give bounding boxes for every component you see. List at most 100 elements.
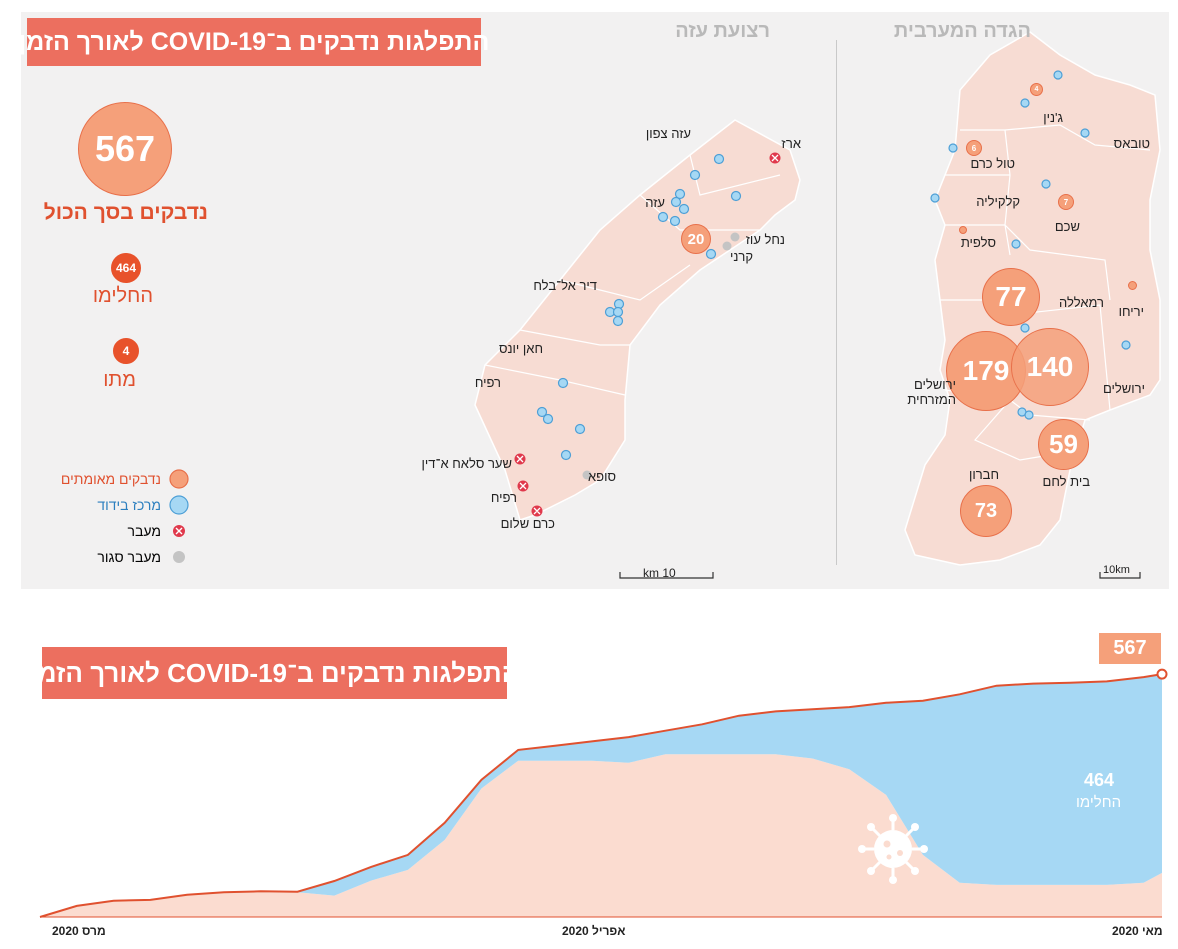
isolation-center-marker: [930, 193, 940, 203]
place-jerusalem: ירושלים: [1102, 381, 1145, 396]
place-rafah-city: רפיח: [474, 375, 501, 390]
place-rafah-crossing: רפיח: [490, 490, 517, 505]
place-jericho: יריחו: [1118, 304, 1144, 319]
area-chart: [39, 668, 1168, 918]
gaza-strip-shape: [474, 119, 801, 521]
nablus-cases-bubble: 7: [1058, 194, 1074, 210]
closed-crossing-markers: [582, 232, 740, 480]
west-bank-markers: [930, 70, 1131, 420]
recovered-bubble: 464: [111, 253, 141, 283]
place-ramallah: רמאללה: [1058, 295, 1104, 310]
isolation-center-marker: [1020, 98, 1030, 108]
recovered-series-label: החלימו: [1076, 794, 1122, 811]
west-bank-region-title: הגדה המערבית: [893, 20, 1031, 42]
jerusalem-cases-bubble: 140: [1011, 328, 1089, 406]
x-tick-april: אפריל 2020: [562, 924, 626, 938]
isolation-center-marker: [560, 449, 572, 461]
region-divider: [836, 40, 837, 565]
place-east-jerusalem-line1: ירושלים: [913, 377, 956, 392]
closed-crossing-marker-nahal-oz: [730, 232, 740, 242]
place-qalqilya: קלקיליה: [976, 194, 1020, 209]
gaza-markers: [514, 152, 781, 517]
closed-crossing-marker-karni: [722, 241, 732, 251]
jenin-cases-bubble: 4: [1030, 83, 1043, 96]
legend-closed-crossing-icon: [173, 551, 185, 563]
recovered-area: [40, 674, 1162, 917]
closed-crossing-marker-sufa: [582, 470, 592, 480]
salfit-marker: [959, 226, 967, 234]
place-jenin: ג'נין: [1043, 110, 1063, 125]
place-tulkarm: טול כרם: [970, 156, 1015, 171]
total-cases-label: נדבקים בסך הכול: [43, 201, 208, 224]
crossing-markers: [514, 152, 781, 517]
hebron-cases-bubble: 73: [960, 485, 1012, 537]
total-end-dot: [1156, 668, 1168, 680]
active-cases-area: [40, 754, 1162, 917]
west-bank-scale-bar: [1099, 572, 1141, 579]
isolation-center-marker: [1053, 70, 1063, 80]
west-bank-scale-label: 10km: [1103, 564, 1130, 576]
isolation-center-marker: [1041, 179, 1051, 189]
legend-isolation-icon: [169, 495, 189, 515]
total-cases-line: [39, 673, 1163, 918]
legend-isolation-label: מרכז בידוד: [97, 497, 161, 513]
gaza-district-lines: [484, 154, 781, 396]
virus-icon: [858, 814, 928, 884]
recovered-value-label: 464: [1084, 770, 1115, 790]
gaza-scale-label: 10 km: [643, 566, 676, 580]
isolation-center-marker: [542, 413, 554, 425]
total-cases-bubble: 567: [78, 102, 172, 196]
place-deir-al-balah: דיר אל־בלח: [533, 278, 597, 293]
isolation-center-marker: [713, 153, 725, 165]
isolation-center-marker: [1121, 340, 1131, 350]
tulkarm-cases-bubble: 6: [966, 140, 982, 156]
legend-confirmed-icon: [169, 469, 189, 489]
isolation-center-marker: [689, 169, 701, 181]
legend-symbols: [169, 469, 189, 563]
place-north-gaza: עזה צפון: [645, 126, 691, 141]
place-nahal-oz: נחל עוז: [745, 232, 785, 247]
legend-crossing-label: מעבר: [127, 523, 161, 539]
isolation-center-marker: [1011, 239, 1021, 249]
chart-title-banner: התפלגות נדבקים ב־COVID-19 לאורך הזמן: [30, 647, 519, 699]
isolation-center-marker: [948, 143, 958, 153]
isolation-center-marker: [536, 406, 548, 418]
isolation-center-marker: [574, 423, 586, 435]
isolation-center-marker: [670, 196, 682, 208]
isolation-center-marker: [669, 215, 681, 227]
isolation-center-marker: [678, 203, 690, 215]
isolation-center-marker: [1020, 323, 1030, 333]
place-east-jerusalem-line2: המזרחית: [907, 392, 956, 407]
isolation-center-marker: [674, 188, 686, 200]
gaza-cases-bubble: 20: [681, 224, 711, 254]
place-tubas: טובאס: [1113, 136, 1150, 151]
isolation-center-marker: [612, 315, 624, 327]
map-title-banner: התפלגות נדבקים ב־COVID-19 לאורך הזמן: [19, 18, 489, 66]
recovered-label: החלימו: [92, 285, 153, 307]
isolation-center-marker: [1024, 410, 1034, 420]
jericho-marker: [1128, 281, 1137, 290]
isolation-center-marker: [730, 190, 742, 202]
isolation-center-marker: [1080, 128, 1090, 138]
place-karni: קרני: [729, 249, 753, 264]
place-hebron: חברון: [968, 467, 999, 482]
bethlehem-cases-bubble: 59: [1038, 419, 1089, 470]
ramallah-cases-bubble: 77: [982, 268, 1040, 326]
place-salfit: סלפית: [960, 235, 996, 250]
isolation-center-marker: [657, 211, 669, 223]
deaths-bubble: 4: [113, 338, 139, 364]
legend-closed-crossing-label: מעבר סגור: [97, 549, 161, 565]
x-tick-may: מאי 2020: [1112, 924, 1163, 938]
place-salah-al-din: שער סלאח א־דין: [421, 456, 512, 471]
deaths-label: מתו: [103, 369, 136, 391]
place-gaza-city: עזה: [645, 195, 665, 210]
place-bethlehem: בית לחם: [1042, 474, 1091, 489]
place-khan-younis: חאן יונס: [498, 341, 543, 356]
place-sufa: סופא: [588, 469, 616, 484]
end-total-label: 567: [1099, 633, 1161, 664]
place-kerem-shalom: כרם שלום: [500, 516, 555, 531]
legend-confirmed-label: נדבקים מאומתים: [60, 471, 161, 487]
place-erez: ארז: [781, 136, 801, 151]
place-nablus: שכם: [1054, 219, 1080, 234]
isolation-center-marker: [557, 377, 569, 389]
